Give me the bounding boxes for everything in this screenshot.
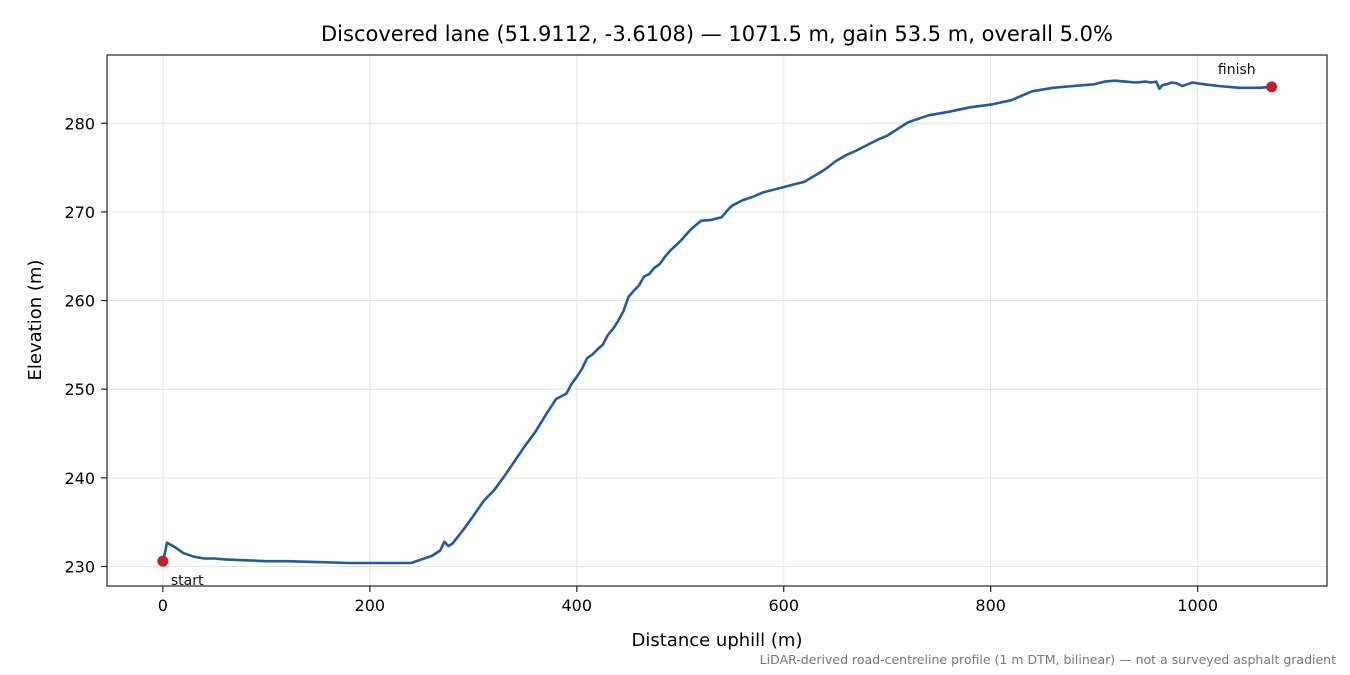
series-layer: [161, 79, 1273, 565]
chart-title: Discovered lane (51.9112, -3.6108) — 107…: [321, 22, 1113, 46]
x-tick-label: 200: [355, 596, 386, 615]
y-axis: 230 240 250 260 270 280: [64, 114, 107, 576]
endpoint-markers: start finish: [157, 62, 1278, 589]
y-tick-label: 240: [64, 469, 95, 488]
y-axis-label: Elevation (m): [25, 260, 46, 381]
y-tick-label: 260: [64, 292, 95, 311]
chart-caption: LiDAR-derived road-centreline profile (1…: [760, 652, 1336, 667]
x-tick-label: 800: [975, 596, 1006, 615]
x-tick-label: 600: [768, 596, 799, 615]
start-label: start: [171, 573, 204, 589]
plot-frame: [106, 54, 1328, 587]
x-axis: 0 200 400 600 800 1000: [158, 586, 1218, 615]
y-tick-label: 230: [64, 557, 95, 576]
grid: [107, 55, 1327, 586]
elevation-line: [161, 79, 1273, 565]
y-tick-label: 250: [64, 380, 95, 399]
y-tick-label: 280: [64, 114, 95, 133]
x-tick-label: 1000: [1177, 596, 1218, 615]
x-tick-label: 0: [158, 596, 168, 615]
finish-marker: [1266, 81, 1278, 93]
x-tick-label: 400: [562, 596, 593, 615]
y-tick-label: 270: [64, 203, 95, 222]
finish-label: finish: [1218, 62, 1256, 78]
x-axis-label: Distance uphill (m): [632, 630, 803, 651]
start-marker: [157, 555, 169, 567]
